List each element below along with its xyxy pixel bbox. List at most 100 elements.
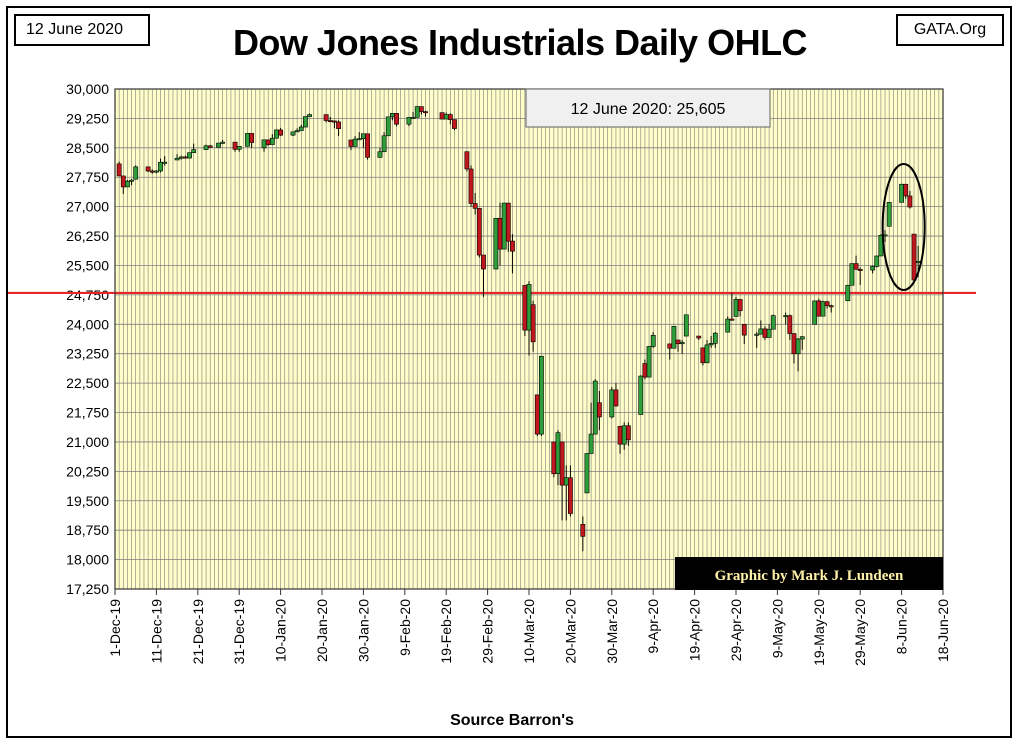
candle-body (596, 402, 602, 418)
candle (638, 375, 644, 415)
candle (907, 190, 913, 209)
candle (158, 158, 163, 173)
candle-body (269, 137, 275, 145)
candle (356, 132, 362, 141)
candle-body (298, 126, 304, 131)
candle-body (787, 315, 793, 334)
candle-body (406, 117, 412, 125)
candle (824, 300, 830, 309)
x-tick-label: 29-Feb-20 (480, 599, 496, 664)
x-tick-label: 1-Dec-19 (107, 599, 123, 657)
candle-body (820, 301, 826, 317)
candle (418, 106, 424, 115)
candle-body (191, 149, 197, 153)
candle-body (178, 156, 184, 159)
candle (447, 113, 453, 125)
candle-body (915, 261, 921, 263)
candle (216, 142, 221, 148)
candle-body (783, 315, 789, 318)
candle-body (468, 168, 474, 204)
candle-body (758, 328, 764, 335)
candle (116, 161, 122, 177)
candle-body (770, 315, 776, 330)
candle-body (149, 170, 155, 173)
candle-body (356, 138, 362, 141)
candle-body (158, 161, 163, 172)
candle-body (857, 269, 863, 271)
candle (145, 166, 151, 173)
y-tick-label: 21,750 (66, 405, 109, 421)
candle-body (696, 335, 702, 339)
candle (510, 234, 515, 274)
candle-body (539, 355, 544, 435)
candle (439, 112, 445, 120)
candle (307, 113, 312, 117)
candle (236, 146, 242, 152)
x-tick-label: 19-Feb-20 (438, 599, 454, 664)
candle-body (911, 233, 917, 281)
candle-body (766, 328, 772, 338)
candle (245, 133, 250, 147)
credit-text: Graphic by Mark J. Lundeen (715, 568, 904, 584)
candle-body (621, 425, 627, 445)
candle (584, 453, 590, 494)
candle-body (249, 133, 255, 143)
candle-body (336, 121, 341, 129)
candle-body (588, 433, 594, 454)
candle (770, 314, 776, 330)
candle (336, 120, 341, 137)
y-tick-label: 20,250 (66, 463, 109, 479)
y-tick-label: 23,250 (66, 346, 109, 362)
x-tick-label: 18-Jun-20 (935, 599, 951, 662)
candle (530, 300, 536, 352)
candle (274, 129, 279, 139)
x-axis-ticks: 1-Dec-19 11-Dec-19 21-Dec-19 31-Dec-19 10-Ja… (107, 589, 951, 666)
candle-body (824, 301, 830, 307)
candle (125, 179, 130, 188)
x-tick-label: 21-Dec-19 (190, 599, 206, 665)
candle-body (559, 441, 565, 486)
x-tick-label: 11-Dec-19 (148, 599, 164, 664)
y-tick-label: 17,250 (66, 581, 109, 597)
candle (203, 144, 209, 150)
y-tick-label: 27,000 (66, 199, 109, 215)
x-tick-label: 20-Mar-20 (562, 599, 578, 664)
y-tick-label: 24,000 (66, 316, 109, 332)
candle-body (182, 156, 188, 159)
candle-body (679, 342, 685, 345)
candle (708, 336, 714, 348)
candle-body (294, 130, 300, 133)
candle-body (116, 163, 122, 177)
candle (481, 254, 486, 297)
candle (468, 165, 474, 207)
candle (700, 347, 706, 366)
candle-body (327, 120, 333, 123)
candle-body (443, 114, 449, 120)
x-tick-label: 9-Feb-20 (397, 599, 413, 656)
candle-body (812, 300, 818, 325)
candle (671, 325, 677, 349)
candle-body (551, 441, 557, 475)
candle (828, 304, 834, 313)
candle-body (870, 266, 876, 271)
candle (323, 114, 329, 123)
candle-body (389, 113, 395, 118)
candle-body (617, 425, 623, 445)
value-box: 12 June 2020: 25,605 (525, 88, 771, 128)
candle (683, 314, 689, 337)
candle (191, 143, 197, 153)
candle (787, 314, 793, 340)
y-tick-label: 21,000 (66, 434, 109, 450)
candle-body (501, 202, 507, 250)
candle (232, 141, 238, 152)
candle-body (452, 119, 457, 129)
candle-body (791, 333, 797, 355)
candle (385, 116, 391, 137)
candle (679, 339, 685, 354)
candle-body (245, 133, 250, 147)
highlight-ellipse (881, 163, 926, 291)
y-tick-label: 24,750 (66, 287, 109, 303)
candle-body (580, 523, 586, 537)
candle (911, 233, 917, 282)
candle-body (323, 114, 329, 121)
